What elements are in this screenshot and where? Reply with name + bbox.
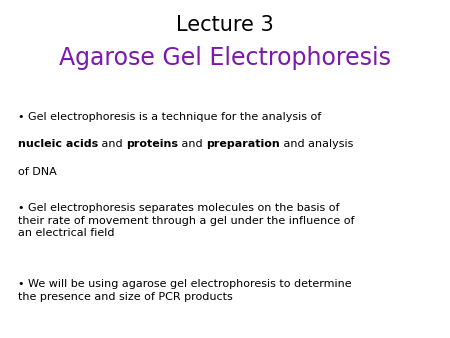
Text: Lecture 3: Lecture 3	[176, 15, 274, 35]
Text: • Gel electrophoresis separates molecules on the basis of
their rate of movement: • Gel electrophoresis separates molecule…	[18, 203, 355, 238]
Text: • We will be using agarose gel electrophoresis to determine
the presence and siz: • We will be using agarose gel electroph…	[18, 279, 351, 301]
Text: proteins: proteins	[126, 139, 178, 149]
Text: • Gel electrophoresis is a technique for the analysis of: • Gel electrophoresis is a technique for…	[18, 112, 321, 122]
Text: nucleic acids: nucleic acids	[18, 139, 98, 149]
Text: and: and	[98, 139, 126, 149]
Text: and: and	[178, 139, 207, 149]
Text: preparation: preparation	[207, 139, 280, 149]
Text: of DNA: of DNA	[18, 167, 57, 177]
Text: and analysis: and analysis	[280, 139, 354, 149]
Text: Agarose Gel Electrophoresis: Agarose Gel Electrophoresis	[59, 46, 391, 70]
